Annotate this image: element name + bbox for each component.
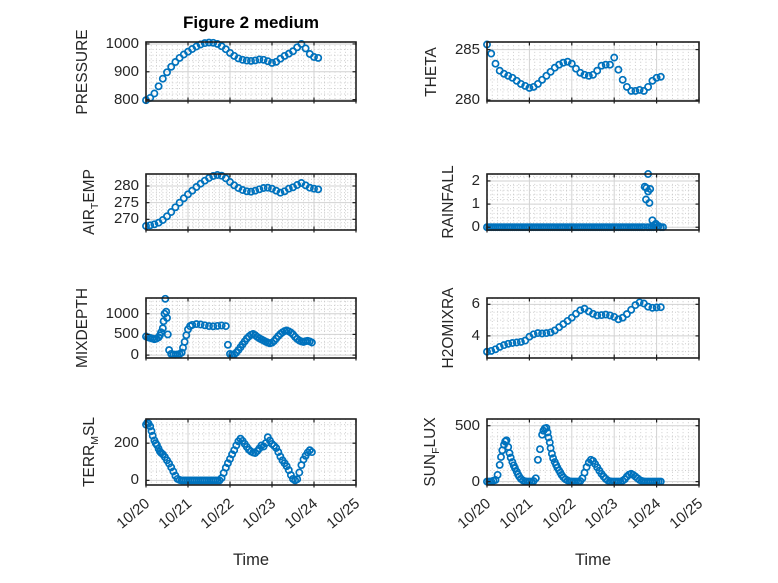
data-series-sunflux — [483, 423, 665, 486]
terrmsl-ytick-200: 200 — [113, 434, 139, 452]
pressure-ytick-800: 800 — [113, 90, 139, 108]
ylabel-text: SL — [81, 417, 99, 437]
major-grid — [487, 298, 699, 358]
mixdepth-ytick-1000: 1000 — [105, 304, 139, 322]
data-series-rainfall — [483, 170, 667, 232]
h2omixra-ytick-4: 4 — [471, 326, 480, 344]
tick-marks — [486, 174, 700, 233]
plot-area-theta — [483, 40, 700, 104]
axes-box — [486, 41, 700, 102]
ylabel-text: TERR — [81, 444, 99, 487]
data-series-airtemp — [142, 171, 323, 230]
ylabel-subscript: T — [89, 202, 102, 210]
plot-area-h2omixra — [483, 297, 700, 361]
minor-grid — [487, 419, 699, 485]
h2omixra-ytick-6: 6 — [471, 295, 480, 313]
rainfall-ytick-1: 1 — [471, 195, 480, 213]
sunflux-ytick-500: 500 — [454, 416, 480, 434]
airtemp-ytick-280: 280 — [113, 177, 139, 194]
ylabel-sunflux: SUNFLUX — [422, 417, 442, 486]
plot-area-pressure — [142, 38, 357, 105]
data-series-mixdepth — [142, 294, 316, 359]
mixdepth-ytick-500: 500 — [113, 325, 139, 343]
ylabel-text: SUN — [422, 453, 440, 487]
airtemp-ytick-275: 275 — [113, 193, 139, 211]
major-grid — [146, 174, 356, 230]
tick-marks — [145, 419, 357, 488]
time-axis-label-right: Time — [574, 551, 612, 569]
sunflux-ytick-0: 0 — [471, 472, 480, 490]
plot-area-rainfall — [483, 170, 700, 233]
theta-ytick-285: 285 — [454, 40, 480, 58]
tick-marks — [486, 419, 700, 488]
minor-grid — [146, 298, 356, 358]
axes-box — [145, 418, 357, 486]
ylabel-text: LUX — [422, 417, 440, 448]
tick-marks — [486, 298, 700, 361]
minor-grid — [146, 174, 356, 230]
data-series-terrmsl — [142, 418, 316, 485]
pressure-ytick-900: 900 — [113, 62, 139, 80]
axes-box — [145, 297, 357, 359]
mixdepth-ytick-0: 0 — [130, 346, 139, 364]
ylabel-text: AIR — [81, 209, 99, 235]
tick-marks — [145, 174, 357, 233]
axes-box — [145, 173, 357, 231]
data-series-theta — [483, 40, 665, 95]
tick-marks — [145, 42, 357, 104]
theta-ytick-280: 280 — [454, 90, 480, 108]
plot-area-terrmsl — [142, 418, 357, 488]
terrmsl-ytick-0: 0 — [130, 471, 139, 489]
plot-area-airtemp — [142, 171, 357, 233]
major-grid — [487, 174, 699, 230]
axes-box — [486, 297, 700, 359]
ylabel-terrmsl: TERRMSL — [81, 417, 101, 487]
data-series-pressure — [142, 38, 323, 105]
minor-grid — [487, 174, 699, 230]
ylabel-text: H2OMIXRA — [439, 287, 457, 369]
plot-area-sunflux — [483, 418, 700, 488]
minor-grid — [487, 298, 699, 358]
ylabel-subscript: F — [430, 447, 443, 454]
tick-marks — [145, 298, 357, 361]
axes-box — [486, 173, 700, 231]
plot-area-mixdepth — [142, 294, 357, 361]
ylabel-text: EMP — [81, 169, 99, 203]
ylabel-subscript: M — [89, 436, 102, 445]
tick-marks — [486, 42, 700, 104]
ylabel-mixdepth: MIXDEPTH — [74, 288, 92, 368]
ylabel-text: RAINFALL — [439, 165, 457, 239]
ylabel-airtemp: AIRTEMP — [81, 169, 101, 235]
time-axis-label-left: Time — [232, 551, 270, 569]
ylabel-text: MIXDEPTH — [73, 287, 91, 369]
airtemp-ytick-270: 270 — [113, 210, 139, 228]
ylabel-h2omixra: H2OMIXRA — [440, 288, 458, 369]
ylabel-rainfall: RAINFALL — [440, 165, 458, 238]
minor-grid — [487, 42, 699, 101]
ylabel-text: THETA — [423, 46, 441, 97]
rainfall-ytick-0: 0 — [471, 218, 480, 236]
figure-title: Figure 2 medium — [182, 13, 320, 32]
data-series-h2omixra — [483, 298, 665, 356]
axes-box — [486, 418, 700, 486]
major-grid — [146, 42, 356, 101]
rainfall-ytick-2: 2 — [471, 171, 480, 189]
ylabel-theta: THETA — [423, 47, 441, 97]
pressure-ytick-1000: 1000 — [105, 34, 139, 52]
ylabel-text: PRESSURE — [73, 28, 91, 115]
ylabel-pressure: PRESSURE — [74, 29, 92, 114]
